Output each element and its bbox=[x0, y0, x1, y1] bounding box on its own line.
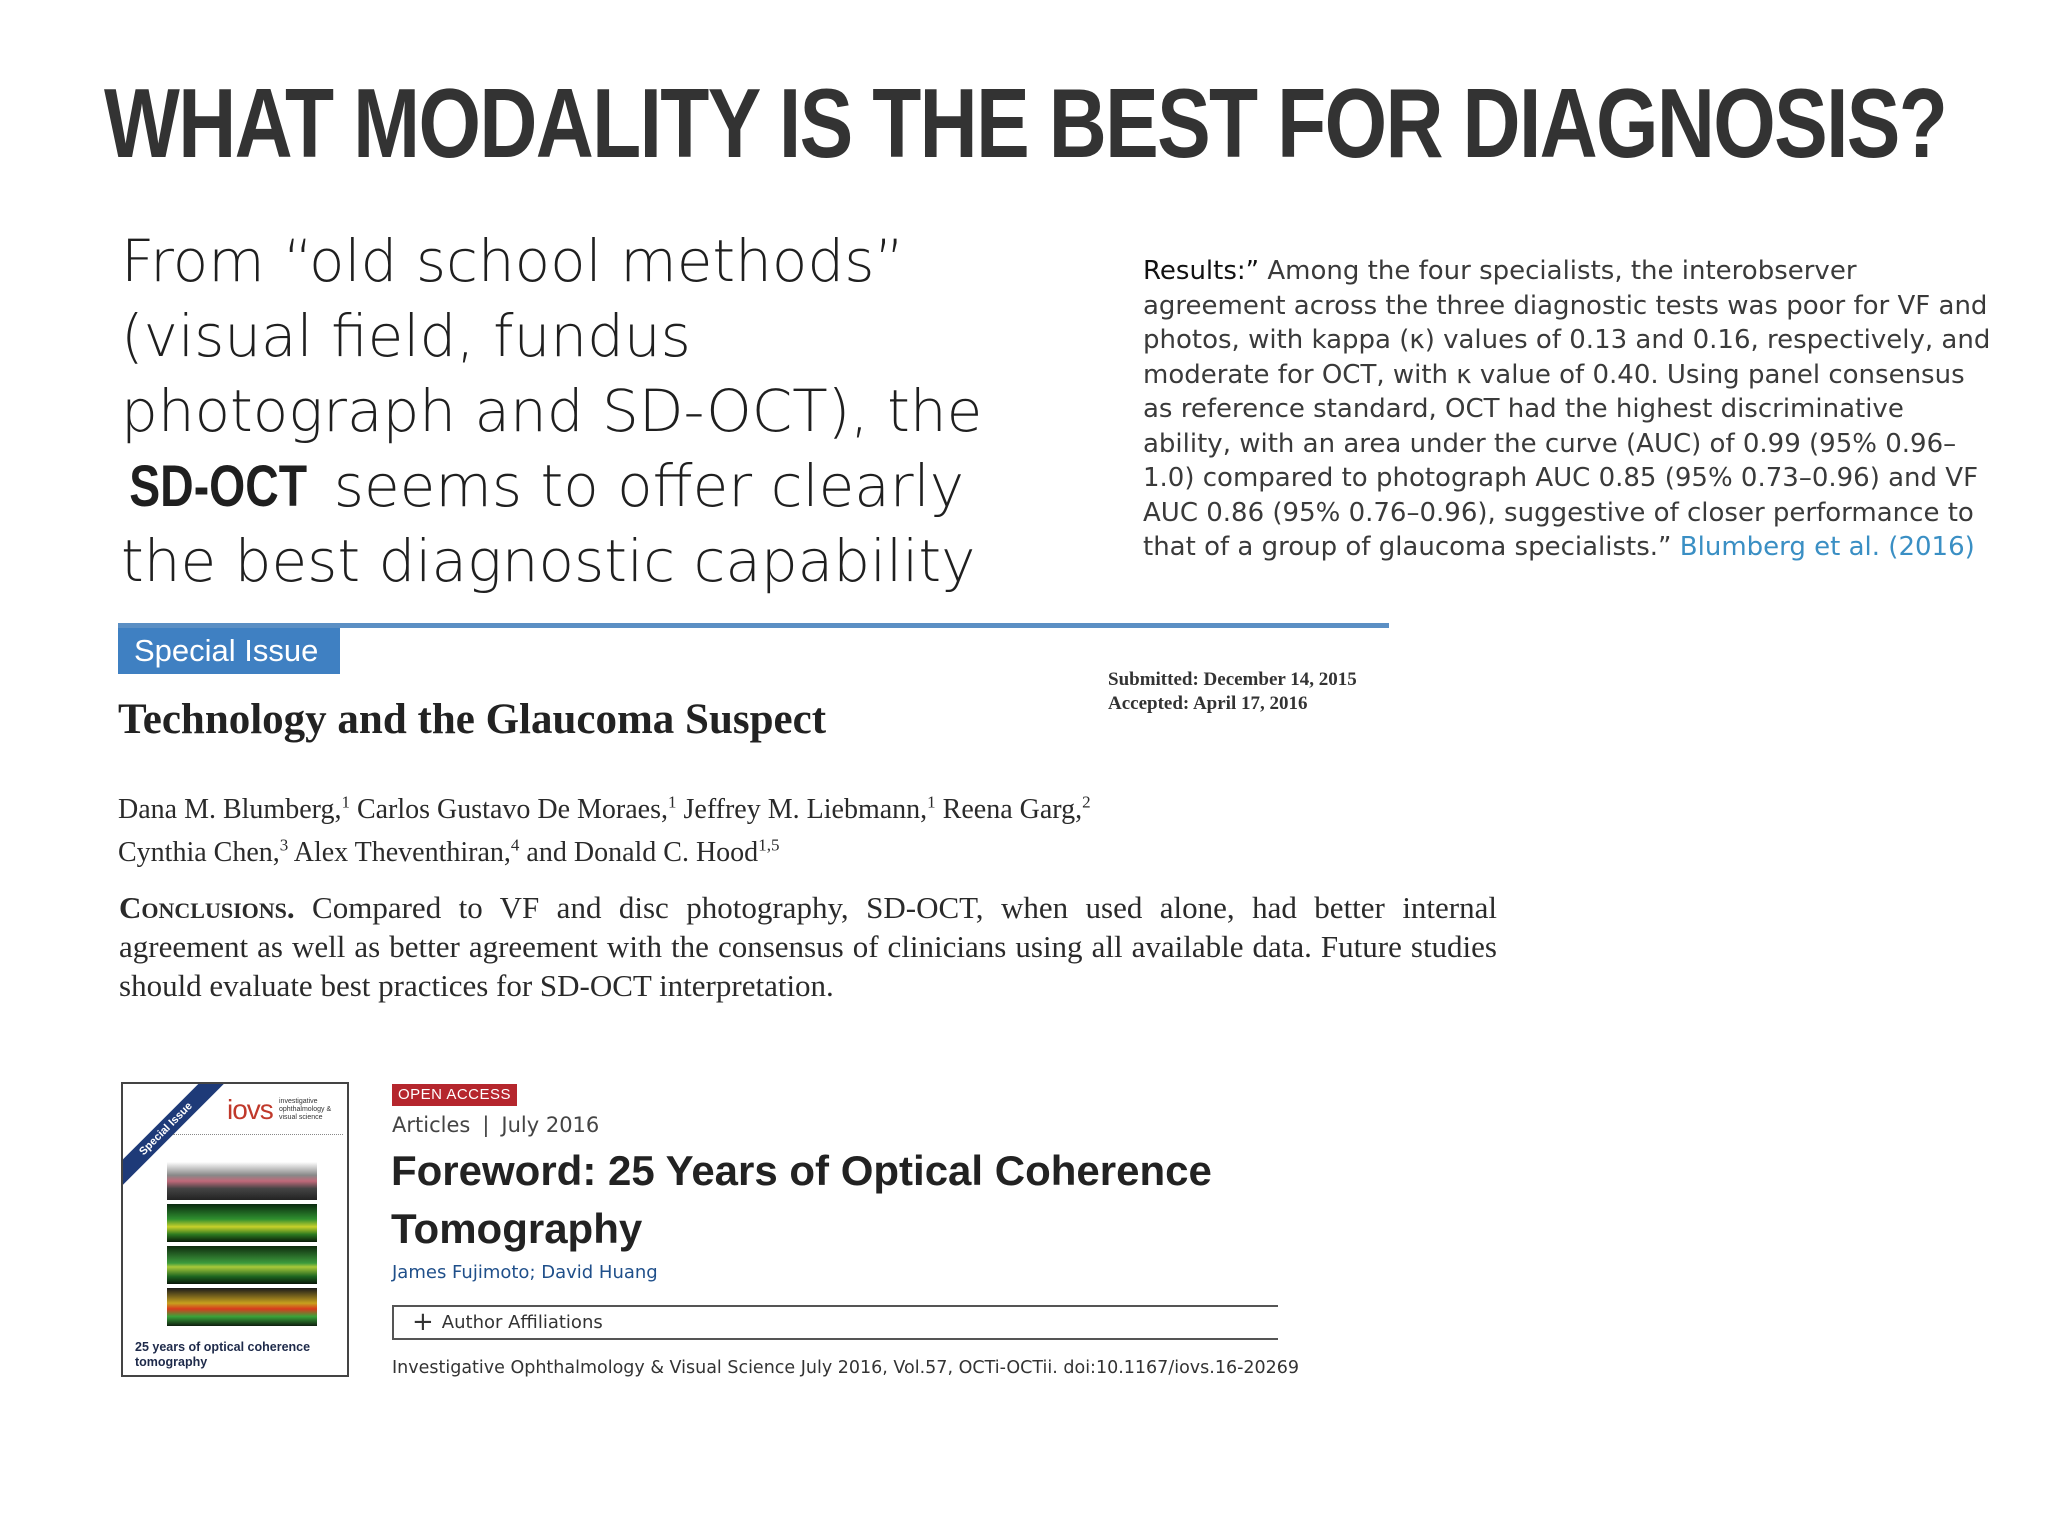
oct-scan-image bbox=[167, 1288, 317, 1326]
results-quote: Results:” Among the four specialists, th… bbox=[1143, 254, 1993, 565]
author: Cynthia Chen, bbox=[118, 836, 280, 868]
article-date: July 2016 bbox=[501, 1113, 600, 1137]
article-divider bbox=[118, 623, 1389, 628]
cover-meta-line bbox=[173, 1134, 343, 1138]
lead-text-after: seems to offer clearly the best diagnost… bbox=[121, 452, 976, 595]
author: Carlos Gustavo De Moraes, bbox=[349, 794, 669, 826]
journal-citation: Investigative Ophthalmology & Visual Sci… bbox=[392, 1358, 1300, 1378]
iovs-logo-subtitle: investigative ophthalmology & visual sci… bbox=[279, 1098, 332, 1121]
author-affiliation: 1 bbox=[668, 793, 677, 812]
slide-title: WHAT MODALITY IS THE BEST FOR DIAGNOSIS? bbox=[104, 68, 1948, 178]
cover-caption: 25 years of optical coherence tomography bbox=[135, 1340, 311, 1369]
article-section-link[interactable]: Articles bbox=[392, 1113, 471, 1137]
author-affiliation: 4 bbox=[510, 835, 520, 855]
author-affiliation: 1 bbox=[341, 793, 350, 812]
author: Alex Theventhiran, bbox=[288, 836, 511, 868]
lead-emphasis: SD-OCT bbox=[129, 454, 308, 519]
conclusion-text: Compared to VF and disc photography, SD-… bbox=[119, 890, 1497, 1003]
article-dates: Submitted: December 14, 2015 Accepted: Ap… bbox=[1108, 668, 1357, 716]
author-affiliation: 1,5 bbox=[758, 835, 780, 855]
journal-cover-image: Special Issue iovs investigative ophthal… bbox=[121, 1082, 349, 1377]
oct-scan-image bbox=[167, 1162, 317, 1200]
foreword-title: Foreword: 25 Years of Optical Coherence … bbox=[391, 1147, 1212, 1252]
author-line-2: Cynthia Chen,3 Alex Theventhiran,4 and D… bbox=[118, 835, 780, 868]
open-access-badge: OPEN ACCESS bbox=[392, 1084, 518, 1106]
lead-text-before: From “old school methods” (visual field,… bbox=[121, 227, 983, 445]
author: Dana M. Blumberg, bbox=[118, 794, 342, 826]
author-affiliation: 3 bbox=[279, 835, 289, 855]
author-affiliations-label: Author Affiliations bbox=[441, 1312, 603, 1333]
article-authors: Dana M. Blumberg,1 Carlos Gustavo De Mor… bbox=[118, 785, 1091, 870]
plus-icon: + bbox=[412, 1307, 434, 1337]
article-conclusion: Conclusions. Compared to VF and disc pho… bbox=[119, 888, 1497, 1005]
foreword-authors-link[interactable]: James Fujimoto; David Huang bbox=[392, 1262, 658, 1283]
lead-statement: From “old school methods” (visual field,… bbox=[121, 224, 1021, 599]
quote-text: Among the four specialists, the interobs… bbox=[1143, 256, 1991, 562]
author-affiliation: 2 bbox=[1082, 793, 1091, 812]
author-affiliations-toggle[interactable]: + Author Affiliations bbox=[392, 1305, 1278, 1340]
author: and Donald C. Hood bbox=[519, 836, 759, 868]
article-title: Technology and the Glaucoma Suspect bbox=[118, 696, 827, 743]
special-issue-badge: Special Issue bbox=[118, 628, 340, 674]
article-breadcrumb: Articles | July 2016 bbox=[392, 1113, 599, 1137]
quote-label: Results:” bbox=[1143, 256, 1260, 286]
quote-citation-link[interactable]: Blumberg et al. (2016) bbox=[1679, 532, 1975, 562]
author: Jeffrey M. Liebmann, bbox=[676, 794, 928, 826]
accepted-date: Accepted: April 17, 2016 bbox=[1108, 693, 1308, 714]
author-affiliation: 1 bbox=[927, 793, 936, 812]
submitted-date: Submitted: December 14, 2015 bbox=[1108, 669, 1357, 690]
author: Reena Garg, bbox=[935, 794, 1083, 826]
oct-scan-image bbox=[167, 1246, 317, 1284]
iovs-logo: iovs bbox=[227, 1094, 274, 1125]
breadcrumb-separator: | bbox=[482, 1113, 490, 1137]
conclusion-label: Conclusions. bbox=[119, 890, 295, 925]
oct-scan-image bbox=[167, 1204, 317, 1242]
author-line-1: Dana M. Blumberg,1 Carlos Gustavo De Mor… bbox=[118, 793, 1091, 826]
